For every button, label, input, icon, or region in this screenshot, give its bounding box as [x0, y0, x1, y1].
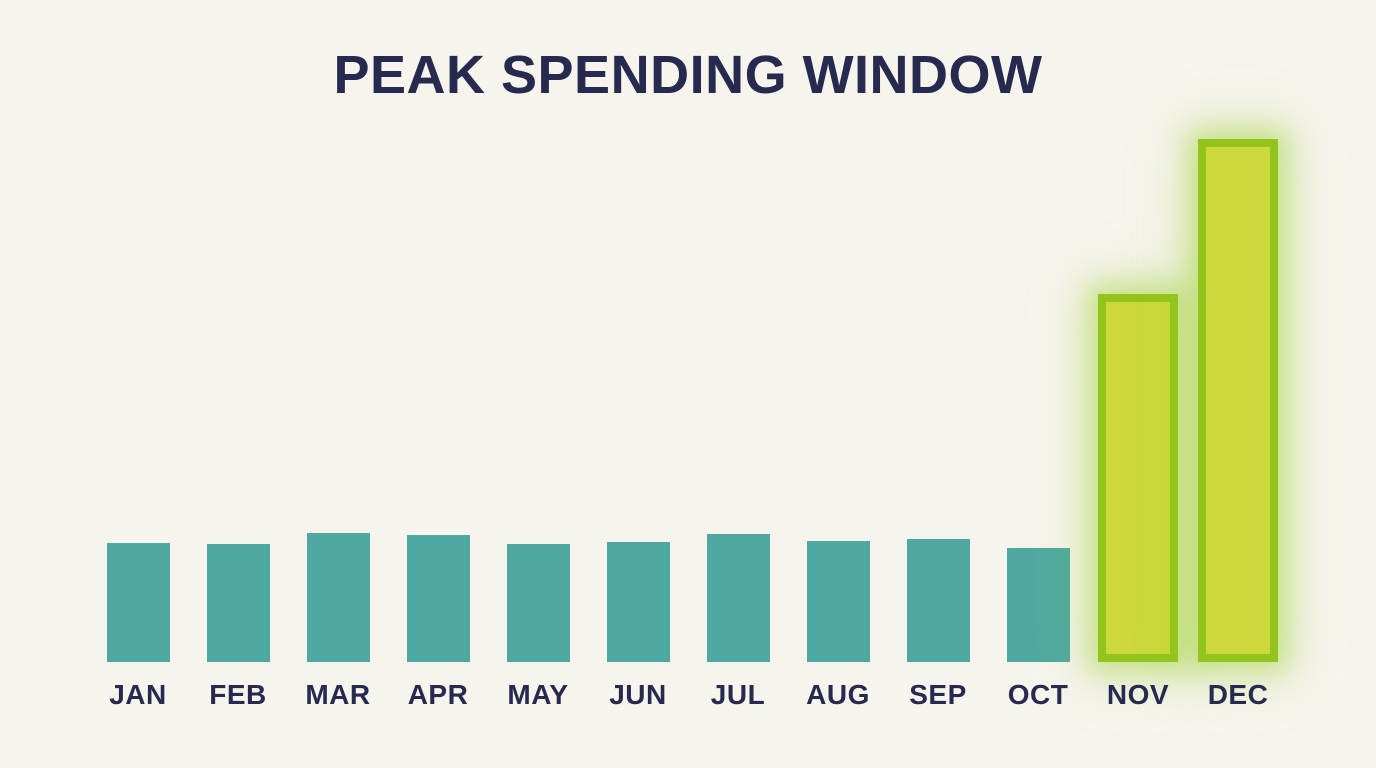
month-label-sep: SEP: [909, 679, 967, 710]
bar-may: [506, 544, 570, 662]
month-label-jan: JAN: [109, 679, 167, 710]
bar-column-mar: [288, 0, 388, 662]
month-label-jun: JUN: [609, 679, 667, 710]
bar-oct: [1006, 548, 1070, 662]
bar-column-oct: [988, 0, 1088, 662]
month-label-feb: FEB: [209, 679, 267, 710]
month-label-may: MAY: [507, 679, 569, 710]
month-label-jul: JUL: [710, 679, 766, 710]
month-label-oct: OCT: [1007, 679, 1069, 710]
bar-apr: [406, 535, 470, 662]
month-label-aug: AUG: [806, 679, 870, 710]
month-label-apr: APR: [407, 679, 469, 710]
bar-column-may: [488, 0, 588, 662]
bar-jul: [706, 534, 770, 662]
bar-mar: [306, 533, 370, 662]
bar-aug: [806, 541, 870, 662]
month-label-dec: DEC: [1207, 679, 1269, 710]
bar-feb: [206, 544, 270, 662]
bar-column-apr: [388, 0, 488, 662]
bar-chart-plot-area: [88, 0, 1288, 662]
bar-column-sep: [888, 0, 988, 662]
month-axis-labels: JAN FEB MAR APR MAY JUN JUL AUG SEP OCT NOV DEC: [88, 679, 1288, 711]
month-label-mar: MAR: [305, 679, 371, 710]
bar-column-aug: [788, 0, 888, 662]
bar-column-jun: [588, 0, 688, 662]
chart-title: PEAK SPENDING WINDOW: [333, 45, 1043, 105]
bar-column-dec: [1188, 0, 1288, 662]
bar-sep: [906, 539, 970, 662]
bar-column-nov: [1088, 0, 1188, 662]
bar-jun: [606, 542, 670, 662]
highlighted-bar-nov: [1098, 294, 1178, 662]
bar-column-feb: [188, 0, 288, 662]
bar-column-jul: [688, 0, 788, 662]
month-label-nov: NOV: [1106, 679, 1170, 710]
bar-column-jan: [88, 0, 188, 662]
bar-jan: [106, 543, 170, 662]
highlighted-bar-dec: [1198, 139, 1278, 662]
